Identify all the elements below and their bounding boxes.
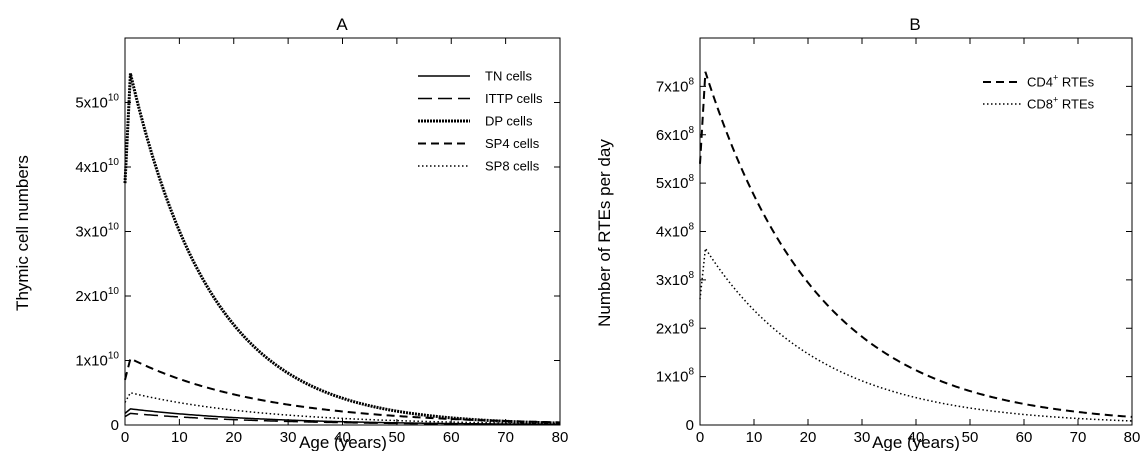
legend-label: CD4+ RTEs [1027,73,1095,90]
y-tick-label: 4x108 [656,222,695,241]
series-line-cd4 [699,71,1133,418]
y-axis-label: Thymic cell numbers [13,155,32,311]
y-tick-label: 4x1010 [75,157,119,176]
x-tick-label: 80 [1124,429,1141,446]
series-line-dp-cells [123,73,561,425]
panel-title: B [909,15,920,34]
x-axis-label: Age (years) [299,433,387,451]
series-line-cd8 [699,246,1133,422]
y-tick-label: 0 [686,417,694,434]
y-tick-label: 5x1010 [75,93,119,112]
x-tick-label: 0 [696,429,704,446]
x-tick-label: 10 [171,429,188,446]
x-tick-label: 80 [552,429,569,446]
x-axis-label: Age (years) [872,433,960,451]
x-tick-label: 30 [854,429,871,446]
panel-title: A [336,15,348,34]
x-tick-label: 60 [1016,429,1033,446]
y-tick-label: 1x1010 [75,351,119,370]
y-tick-label: 3x1010 [75,222,119,241]
y-tick-label: 6x108 [656,125,695,144]
y-tick-label: 2x1010 [75,286,119,305]
y-tick-label: 7x108 [656,76,695,95]
x-tick-label: 40 [908,429,925,446]
y-tick-label: 5x108 [656,173,695,192]
series-line-ittp-cells [124,412,561,426]
y-tick-label: 2x108 [656,318,695,337]
x-tick-label: 20 [800,429,817,446]
y-tick-label: 0 [111,417,119,434]
x-tick-label: 0 [121,429,129,446]
legend-label: TN cells [485,69,532,84]
y-axis-label: Number of RTEs per day [595,139,614,327]
x-tick-label: 40 [334,429,351,446]
x-tick-label: 20 [225,429,242,446]
x-tick-label: 50 [389,429,406,446]
y-tick-label: 1x108 [656,367,695,386]
x-tick-label: 10 [746,429,763,446]
series-line-sp8-cells [124,391,561,425]
x-tick-label: 60 [443,429,460,446]
x-tick-label: 50 [962,429,979,446]
x-tick-label: 70 [1070,429,1087,446]
legend-label: DP cells [485,114,533,129]
panel-B: B 0 10 20 30 40 50 60 70 80 0 1x108 2x108 3x108 4x108 5… [595,15,1140,451]
legend-label: SP4 cells [485,136,540,151]
legend-label: CD8+ RTEs [1027,95,1095,112]
x-tick-label: 30 [280,429,297,446]
series-line-sp4-cells [124,357,561,424]
panel-A: A 0 10 20 30 40 50 60 70 80 0 1x1010 2x1010 3x1010 4x1… [13,15,568,451]
legend-label: ITTP cells [485,91,543,106]
legend-label: SP8 cells [485,159,540,174]
y-tick-label: 3x108 [656,270,695,289]
x-tick-label: 70 [497,429,514,446]
